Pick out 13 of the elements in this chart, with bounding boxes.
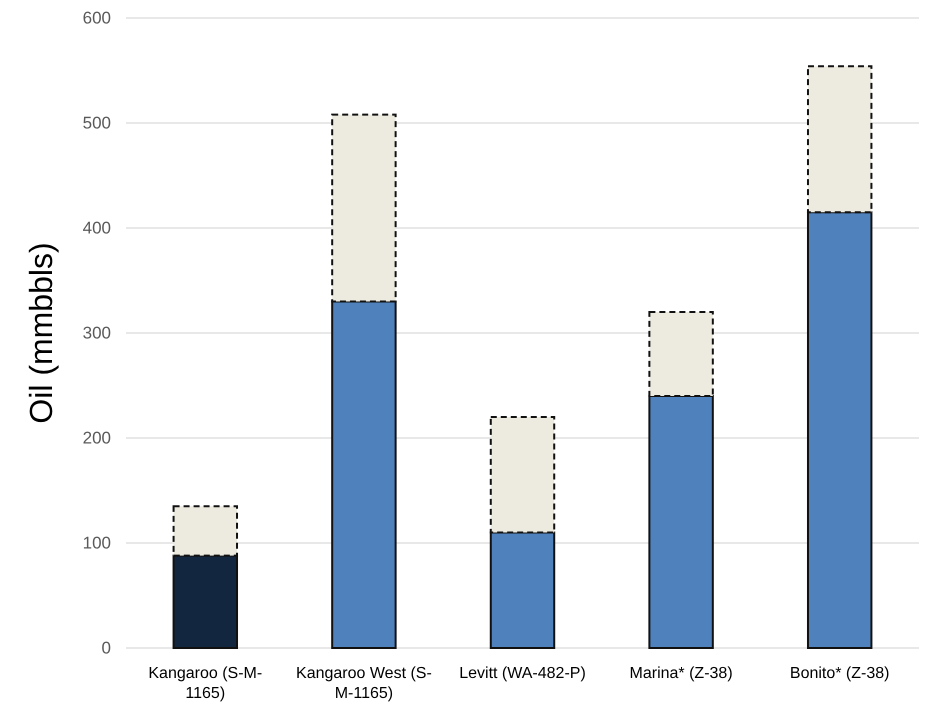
y-tick-label: 200 [82,428,111,448]
y-tick-label: 400 [82,218,111,238]
x-tick-label: Kangaroo (S-M-1165) [148,665,262,702]
y-tick-label: 100 [82,533,111,552]
y-tick-label: 0 [102,638,111,658]
y-tick-label: 300 [82,323,111,342]
y-tick-label: 500 [82,113,111,132]
y-axis-title: Oil (mmbbls) [23,242,59,424]
x-tick-label: Kangaroo West (S-M-1165) [296,665,432,702]
x-tick-label: Bonito* (Z-38) [790,665,890,682]
y-tick-label: 600 [82,8,111,28]
x-tick-label: Marina* (Z-38) [630,665,733,682]
x-tick-label: Levitt (WA-482-P) [459,665,586,682]
